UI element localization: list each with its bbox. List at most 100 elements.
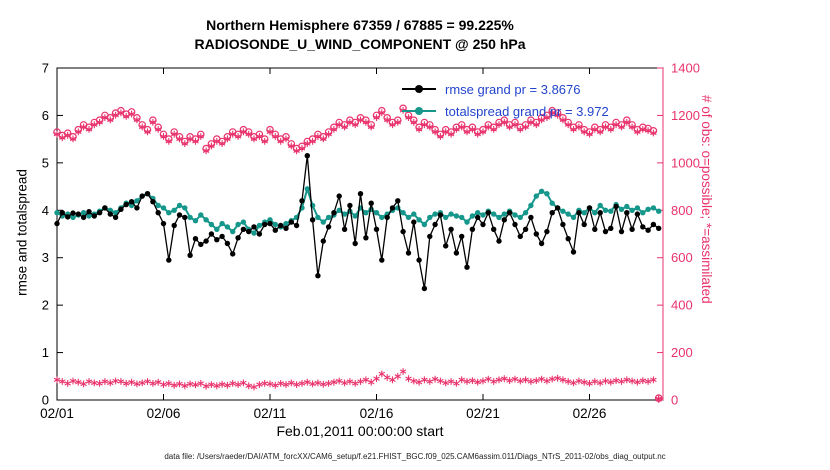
dot-marker (315, 273, 321, 279)
dot-marker (469, 213, 476, 219)
dot-marker (320, 238, 326, 244)
asterisk-marker (277, 137, 284, 145)
asterisk-marker (607, 378, 615, 386)
dot-marker (544, 191, 550, 197)
dot-marker (443, 243, 449, 249)
dot-marker (634, 205, 641, 211)
dot-marker (475, 214, 481, 221)
asterisk-marker (548, 375, 556, 383)
dot-marker (283, 225, 289, 231)
asterisk-marker (128, 110, 135, 118)
asterisk-marker (458, 376, 465, 384)
asterisk-marker (160, 133, 167, 140)
asterisk-marker (314, 133, 322, 140)
asterisk-marker (543, 114, 551, 121)
dot-marker (70, 210, 76, 216)
dot-marker (586, 205, 593, 211)
dot-marker (538, 188, 545, 194)
legend: rmse grand pr = 3.8676 totalspread grand … (402, 78, 609, 122)
dot-marker (150, 199, 156, 205)
dot-marker (235, 221, 241, 228)
dot-marker (86, 209, 92, 215)
asterisk-marker (107, 379, 114, 387)
y-left-tick-label: 2 (42, 298, 49, 313)
dot-marker (640, 224, 646, 230)
dot-marker (576, 210, 582, 216)
dot-marker (230, 228, 236, 235)
asterisk-marker (112, 377, 119, 385)
asterisk-marker (240, 128, 247, 136)
asterisk-marker (277, 380, 284, 387)
dot-marker (166, 257, 172, 263)
dot-marker (54, 210, 60, 216)
asterisk-marker (149, 380, 157, 387)
asterisk-marker (623, 376, 631, 384)
asterisk-marker (128, 378, 135, 386)
asterisk-marker (533, 377, 540, 384)
asterisk-marker (570, 379, 577, 387)
asterisk-marker (234, 133, 242, 140)
dot-marker (363, 235, 369, 241)
dot-marker (405, 250, 412, 256)
dot-marker (602, 207, 609, 213)
legend-dot-icon (415, 85, 423, 93)
asterisk-marker (655, 396, 662, 403)
dot-marker (182, 214, 188, 221)
dot-marker (432, 221, 438, 228)
asterisk-marker (91, 379, 98, 387)
dot-marker (464, 219, 470, 225)
legend-item-rmse: rmse grand pr = 3.8676 (402, 78, 609, 100)
asterisk-marker (261, 380, 268, 387)
asterisk-marker (208, 381, 215, 388)
dot-marker (134, 198, 140, 204)
dot-marker (128, 199, 135, 205)
obs-assimilated-series (53, 107, 662, 403)
dot-marker (491, 211, 497, 217)
asterisk-marker (101, 378, 109, 385)
asterisk-marker (304, 140, 311, 147)
dot-marker (389, 205, 396, 211)
dot-marker (309, 217, 316, 223)
dot-marker (144, 191, 151, 197)
dot-marker (485, 210, 491, 216)
asterisk-marker (112, 111, 119, 119)
asterisk-marker (197, 133, 205, 140)
asterisk-marker (469, 377, 476, 384)
asterisk-marker (469, 126, 476, 133)
dot-marker (182, 205, 188, 211)
asterisk-marker (437, 133, 444, 140)
y-right-ticks: 0 200 400 600 800 1000 1200 1400 (657, 61, 700, 408)
asterisk-marker (256, 381, 263, 388)
dot-marker (86, 213, 92, 219)
dot-marker (416, 217, 422, 223)
asterisk-marker (208, 142, 215, 150)
asterisk-marker (586, 130, 593, 138)
asterisk-marker (596, 379, 604, 387)
dot-marker (384, 214, 390, 221)
asterisk-marker (138, 379, 146, 387)
asterisk-marker (490, 378, 497, 385)
legend-label-totalspread: totalspread grand pr = 3.972 (445, 103, 609, 119)
asterisk-marker (266, 380, 274, 388)
asterisk-marker (485, 123, 492, 131)
dot-marker (54, 220, 60, 227)
asterisk-marker (224, 381, 231, 389)
asterisk-marker (453, 126, 460, 133)
dot-marker (624, 203, 630, 210)
asterisk-marker (383, 374, 391, 381)
asterisk-marker (490, 126, 497, 133)
asterisk-marker (261, 137, 268, 145)
asterisk-marker (165, 380, 173, 387)
asterisk-marker (229, 130, 236, 138)
asterisk-marker (245, 382, 252, 390)
dot-marker (224, 240, 231, 247)
x-tick-label: 02/01 (40, 406, 74, 421)
asterisk-marker (330, 126, 338, 133)
asterisk-marker (293, 147, 300, 155)
asterisk-marker (511, 121, 519, 129)
dot-marker (554, 205, 561, 211)
asterisk-marker (421, 376, 428, 384)
asterisk-marker (154, 378, 162, 386)
dot-marker (624, 210, 630, 216)
